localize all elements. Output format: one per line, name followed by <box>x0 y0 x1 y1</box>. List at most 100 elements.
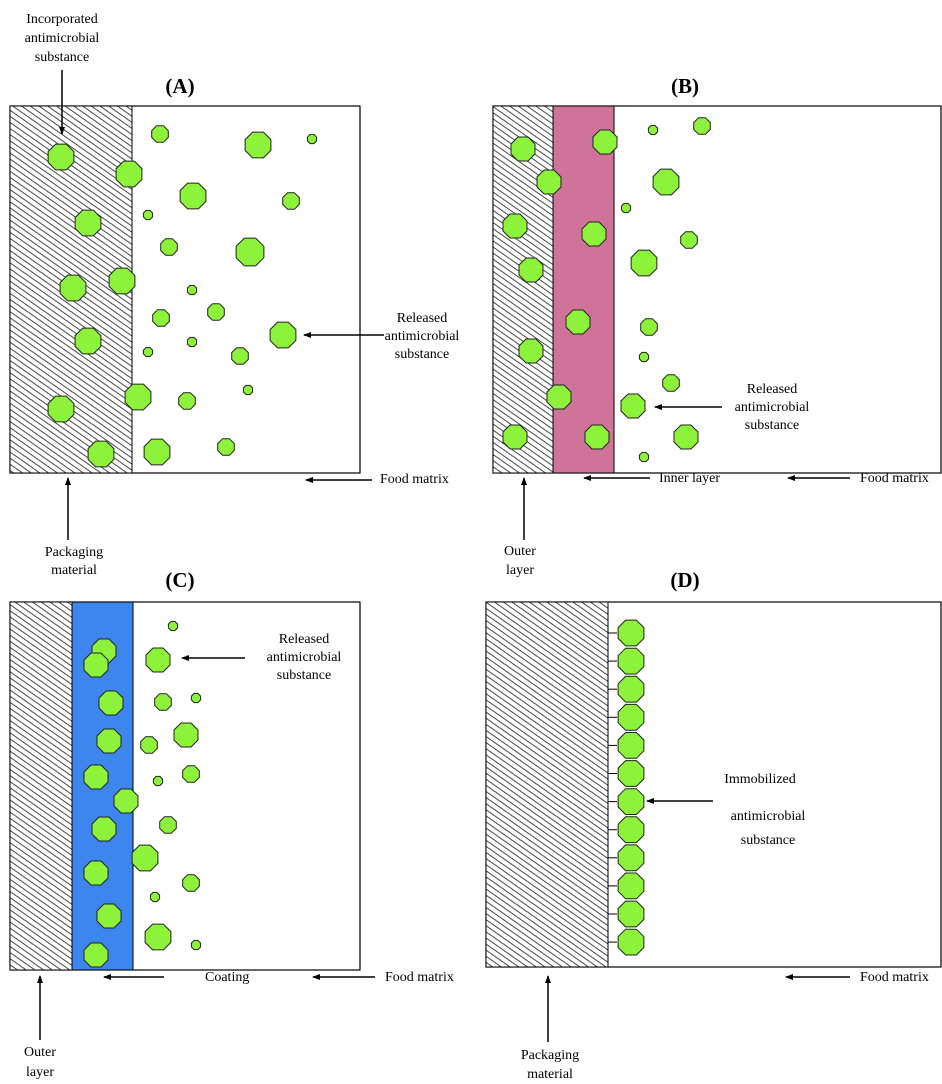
antimicrobial-particle <box>84 861 108 885</box>
antimicrobial-particle <box>648 125 657 134</box>
annotation: Outer <box>24 1045 56 1060</box>
antimicrobial-particle <box>141 737 158 754</box>
panel-label: (A) <box>165 74 194 98</box>
antimicrobial-particle <box>270 322 296 348</box>
antimicrobial-particle <box>180 183 206 209</box>
antimicrobial-particle <box>153 776 162 785</box>
antimicrobial-particle <box>618 845 644 871</box>
antimicrobial-particle <box>109 268 135 294</box>
antimicrobial-particle <box>585 425 609 449</box>
antimicrobial-particle <box>243 385 252 394</box>
antimicrobial-particle <box>155 694 172 711</box>
antimicrobial-particle <box>547 385 571 409</box>
antimicrobial-particle <box>566 310 590 334</box>
antimicrobial-particle <box>245 132 271 158</box>
antimicrobial-particle <box>283 193 300 210</box>
outer-layer <box>10 602 72 970</box>
antimicrobial-particle <box>503 425 527 449</box>
antimicrobial-particle <box>503 214 527 238</box>
antimicrobial-particle <box>97 729 121 753</box>
antimicrobial-particle <box>519 339 543 363</box>
antimicrobial-particle <box>179 393 196 410</box>
antimicrobial-particle <box>618 648 644 674</box>
annotation: Released <box>397 311 448 326</box>
panel-label: (D) <box>670 568 699 592</box>
annotation: Food matrix <box>380 472 449 487</box>
annotation: material <box>51 563 97 578</box>
annotation: Outer <box>504 544 536 559</box>
antimicrobial-particle <box>144 439 170 465</box>
annotation: antimicrobial <box>267 650 342 665</box>
annotation: Food matrix <box>860 471 929 486</box>
panel-d: (D) Immobilized antimicrobial substance … <box>486 568 941 1082</box>
annotation: substance <box>35 50 89 65</box>
antimicrobial-particle <box>631 250 657 276</box>
diagram: (A) Incorporated antimicrobial substance… <box>0 0 942 1084</box>
panel-label: (C) <box>165 568 194 592</box>
antimicrobial-particle <box>48 144 74 170</box>
antimicrobial-particle <box>174 723 198 747</box>
antimicrobial-particle <box>84 653 108 677</box>
annotation: antimicrobial <box>25 31 100 46</box>
antimicrobial-particle <box>99 691 123 715</box>
annotation: Inner layer <box>659 471 720 486</box>
antimicrobial-particle <box>146 648 170 672</box>
antimicrobial-particle <box>618 761 644 787</box>
antimicrobial-particle <box>618 704 644 730</box>
annotation: Food matrix <box>860 970 929 985</box>
antimicrobial-particle <box>641 319 658 336</box>
annotation: Coating <box>205 970 249 985</box>
antimicrobial-particle <box>152 126 169 143</box>
antimicrobial-particle <box>92 817 116 841</box>
antimicrobial-particle <box>618 789 644 815</box>
annotation: antimicrobial <box>385 329 460 344</box>
antimicrobial-particle <box>621 203 630 212</box>
packaging-layer <box>486 602 608 967</box>
annotation: substance <box>745 418 799 433</box>
annotation: Released <box>747 382 798 397</box>
antimicrobial-particle <box>639 352 648 361</box>
antimicrobial-particle <box>75 210 101 236</box>
antimicrobial-particle <box>88 441 114 467</box>
antimicrobial-particle <box>681 232 698 249</box>
inner-layer <box>553 106 614 473</box>
antimicrobial-particle <box>618 929 644 955</box>
antimicrobial-particle <box>519 258 543 282</box>
antimicrobial-particle <box>582 222 606 246</box>
annotation: Immobilized <box>724 772 796 787</box>
antimicrobial-particle <box>618 901 644 927</box>
antimicrobial-particle <box>593 130 617 154</box>
antimicrobial-particle <box>116 161 142 187</box>
panel-label: (B) <box>671 74 699 98</box>
antimicrobial-particle <box>618 817 644 843</box>
antimicrobial-particle <box>143 210 152 219</box>
antimicrobial-particle <box>208 304 225 321</box>
antimicrobial-particle <box>84 943 108 967</box>
annotation: Incorporated <box>26 12 98 27</box>
annotation: layer <box>26 1065 54 1080</box>
antimicrobial-particle <box>183 875 200 892</box>
antimicrobial-particle <box>618 873 644 899</box>
antimicrobial-particle <box>674 425 698 449</box>
antimicrobial-particle <box>168 621 177 630</box>
antimicrobial-particle <box>511 137 535 161</box>
antimicrobial-particle <box>639 452 648 461</box>
antimicrobial-particle <box>218 439 235 456</box>
antimicrobial-particle <box>232 348 249 365</box>
antimicrobial-particle <box>145 924 171 950</box>
antimicrobial-particle <box>187 285 196 294</box>
annotation: material <box>527 1067 573 1082</box>
annotation: Food matrix <box>385 970 454 985</box>
antimicrobial-particle <box>537 170 561 194</box>
antimicrobial-particle <box>125 384 151 410</box>
antimicrobial-particle <box>84 765 108 789</box>
antimicrobial-particle <box>191 940 200 949</box>
antimicrobial-particle <box>618 676 644 702</box>
antimicrobial-particle <box>694 118 711 135</box>
annotation: substance <box>741 833 795 848</box>
antimicrobial-particle <box>143 347 152 356</box>
antimicrobial-particle <box>150 892 159 901</box>
annotation: Packaging <box>521 1048 579 1063</box>
antimicrobial-particle <box>621 394 645 418</box>
antimicrobial-particle <box>618 620 644 646</box>
